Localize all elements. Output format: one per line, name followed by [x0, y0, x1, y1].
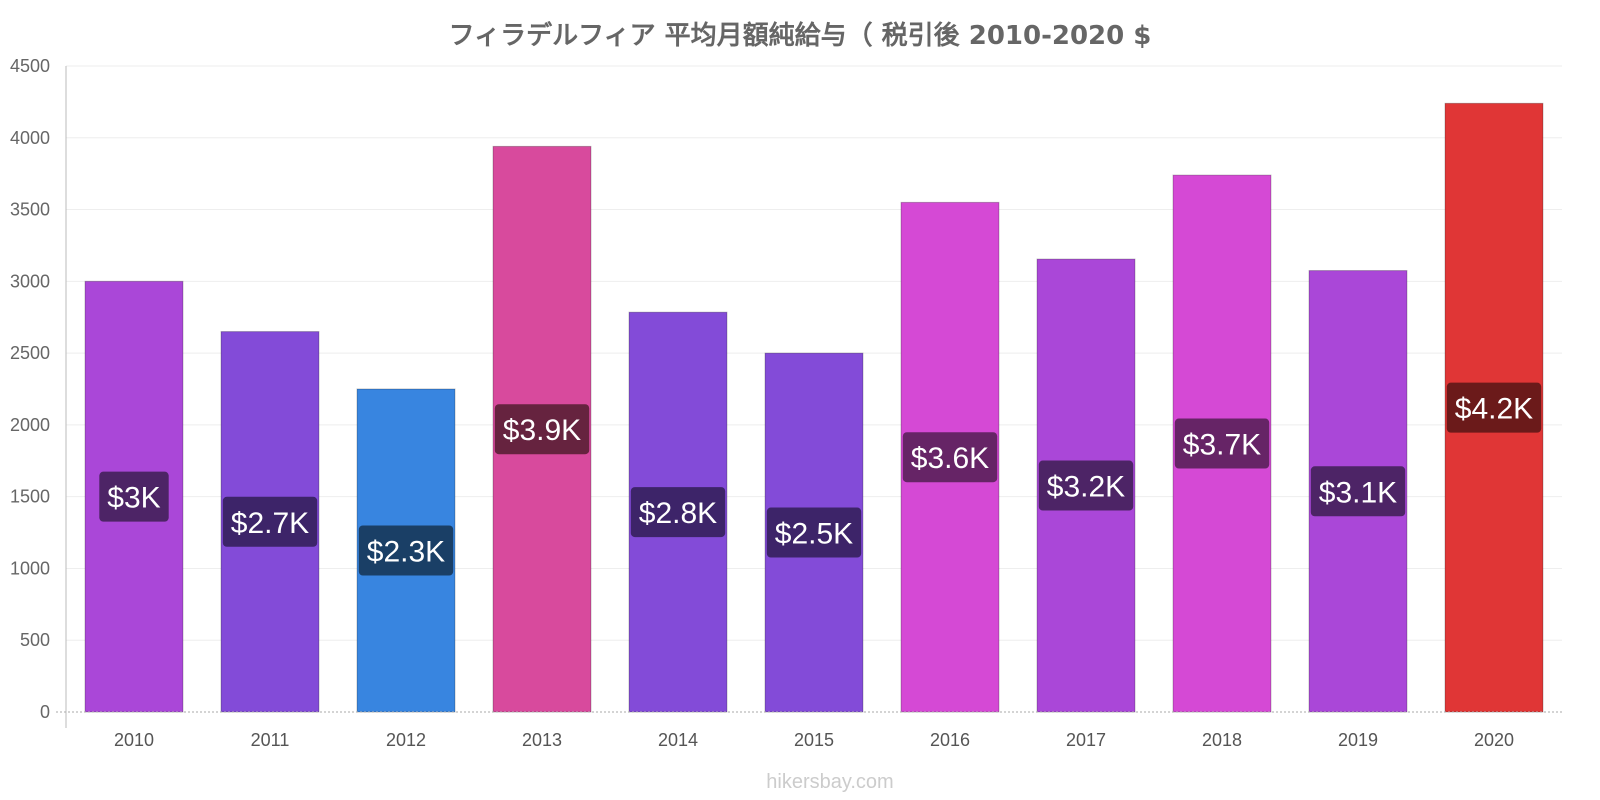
- y-tick-label: 1000: [10, 558, 50, 578]
- data-label-2011: $2.7K: [222, 496, 318, 547]
- data-label-background: [358, 525, 454, 576]
- y-tick-label: 0: [40, 702, 50, 722]
- x-tick-label: 2014: [658, 730, 698, 750]
- x-tick-label: 2017: [1066, 730, 1106, 750]
- data-label-background: [766, 507, 862, 558]
- x-tick-label: 2012: [386, 730, 426, 750]
- data-label-2010: $3K: [99, 471, 169, 522]
- x-tick-label: 2016: [930, 730, 970, 750]
- data-label-2019: $3.1K: [1310, 466, 1406, 517]
- x-tick-label: 2015: [794, 730, 834, 750]
- data-label-text: $2.3K: [367, 536, 445, 569]
- data-label-background: [902, 432, 998, 483]
- y-axis-ticks: 0 500 1000 1500 2000 2500 3000 3500 4000 4500: [10, 56, 50, 722]
- y-tick-label: 4000: [10, 128, 50, 148]
- data-label-2017: $3.2K: [1038, 460, 1134, 511]
- data-label-text: $4.2K: [1455, 393, 1533, 426]
- data-label-text: $3.2K: [1047, 471, 1125, 504]
- data-label-text: $3K: [107, 482, 160, 515]
- data-label-background: [1174, 418, 1270, 469]
- data-label-2018: $3.7K: [1174, 418, 1270, 469]
- data-label-background: [222, 496, 318, 547]
- data-label-text: $2.5K: [775, 518, 853, 551]
- x-tick-label: 2013: [522, 730, 562, 750]
- data-label-text: $3.9K: [503, 414, 581, 447]
- data-label-2016: $3.6K: [902, 432, 998, 483]
- x-tick-label: 2019: [1338, 730, 1378, 750]
- y-tick-label: 2000: [10, 415, 50, 435]
- y-tick-label: 4500: [10, 56, 50, 76]
- watermark-text: hikersbay.com: [766, 771, 893, 793]
- data-label-2014: $2.8K: [630, 487, 726, 538]
- data-label-text: $3.1K: [1319, 476, 1397, 509]
- data-label-2012: $2.3K: [358, 525, 454, 576]
- x-tick-label: 2011: [251, 730, 290, 750]
- data-label-2013: $3.9K: [494, 404, 590, 455]
- chart-title: フィラデルフィア 平均月額純給与（ 税引後 2010-2020 $: [449, 20, 1152, 51]
- data-label-background: [1310, 466, 1406, 517]
- data-label-2020: $4.2K: [1446, 382, 1542, 433]
- bars: [84, 102, 1544, 713]
- y-tick-label: 3500: [10, 200, 50, 220]
- y-tick-label: 1500: [10, 487, 50, 507]
- data-label-text: $2.8K: [639, 497, 717, 530]
- x-axis-ticks: 2010 2011 2012 2013 2014 2015 2016 2017 2018 2019…: [114, 730, 1514, 750]
- x-tick-label: 2010: [114, 730, 154, 750]
- x-tick-label: 2020: [1474, 730, 1514, 750]
- y-tick-label: 3000: [10, 271, 50, 291]
- data-label-background: [99, 471, 169, 522]
- data-label-background: [1038, 460, 1134, 511]
- data-label-text: $2.7K: [231, 507, 309, 540]
- data-label-text: $3.7K: [1183, 429, 1261, 462]
- axes: [56, 66, 1562, 728]
- data-label-background: [1446, 382, 1542, 433]
- data-label-text: $3.6K: [911, 442, 989, 475]
- data-label-background: [630, 487, 726, 538]
- data-label-background: [494, 404, 590, 455]
- data-label-2015: $2.5K: [766, 507, 862, 558]
- x-tick-label: 2018: [1202, 730, 1242, 750]
- y-tick-label: 500: [20, 630, 50, 650]
- data-labels: $3K $2.7K $2.3K $3.9K $2.8K $2.5K $3.6K $3.2K $3…: [99, 382, 1542, 576]
- y-tick-label: 2500: [10, 343, 50, 363]
